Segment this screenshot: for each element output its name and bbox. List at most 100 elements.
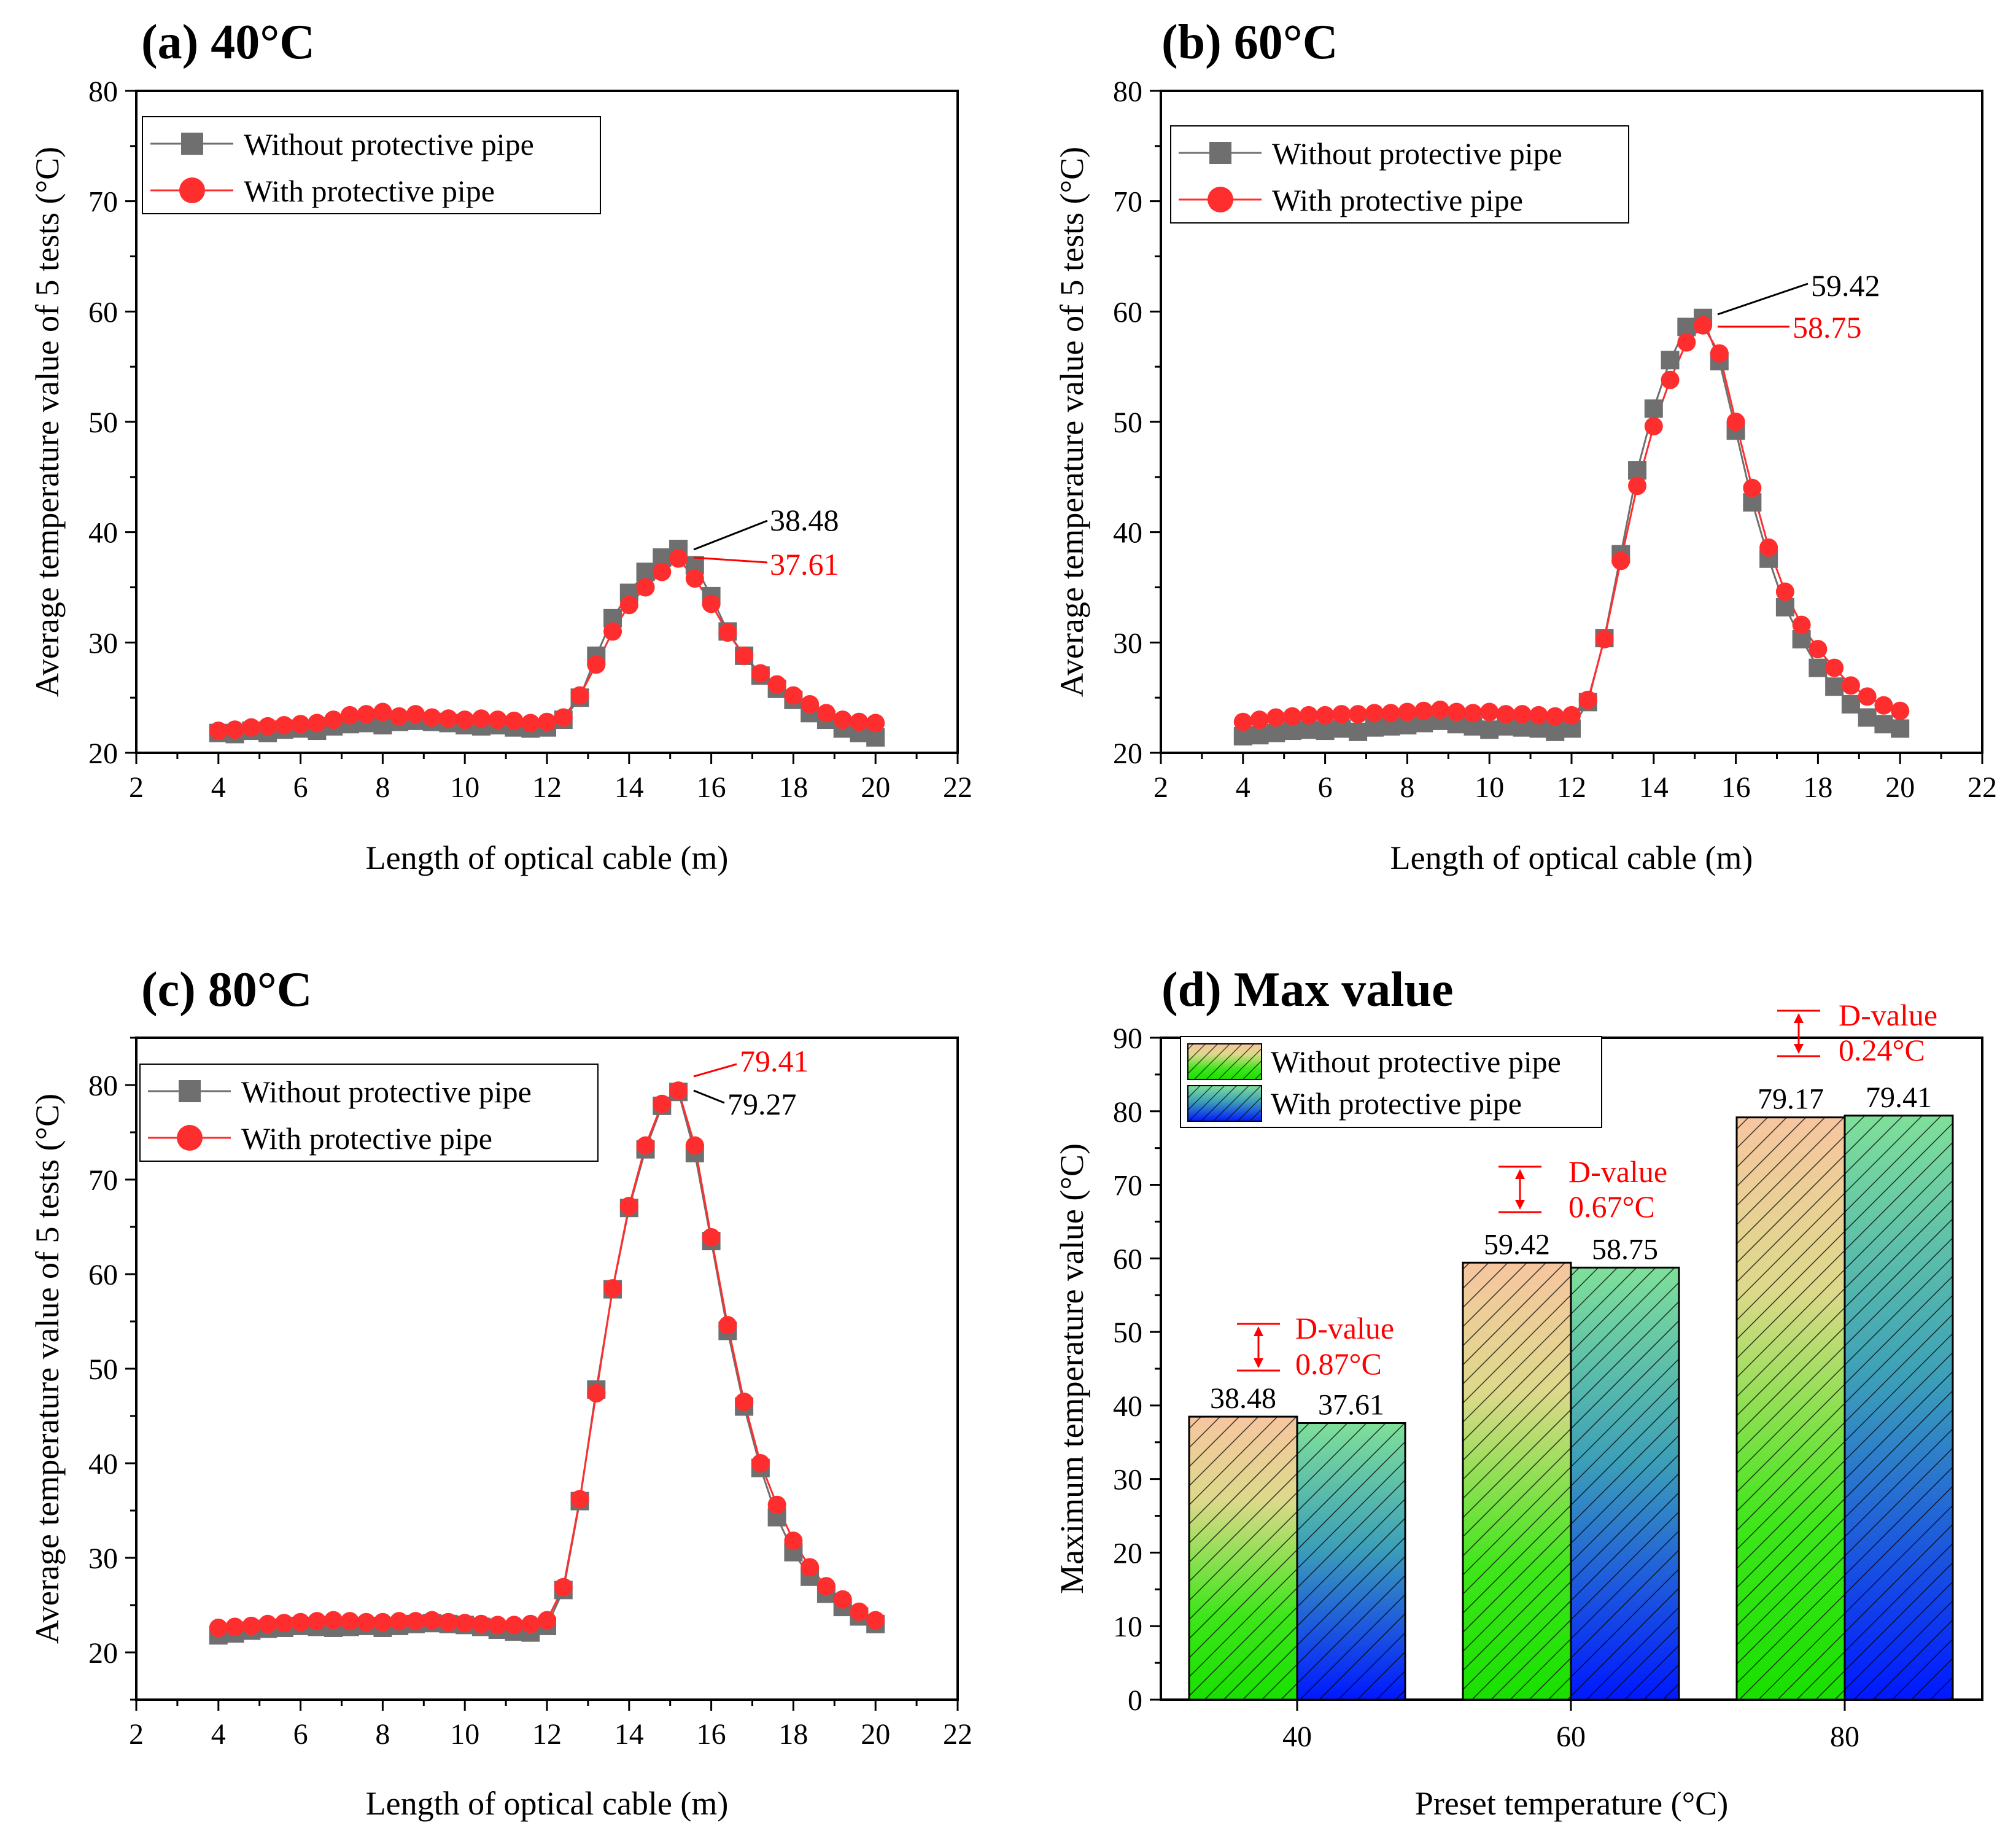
panel-b-legend: Without protective pipe With protective …	[1170, 125, 1629, 224]
dvalue-80-value: 0.24°C	[1839, 1033, 1925, 1067]
panel-d-x-tick-label: 80	[1830, 1721, 1859, 1753]
panel-a-x-tick-label: 8	[375, 771, 390, 804]
panel-c-y-tick-label: 70	[88, 1164, 118, 1197]
panel-a-y-tick-label: 80	[88, 76, 118, 108]
panel-d-legend: Without protective pipe With protective …	[1180, 1036, 1602, 1128]
panel-c-point-with	[373, 1612, 392, 1632]
panel-c-point-with	[784, 1531, 803, 1550]
panel-b-point-with	[1546, 707, 1565, 726]
dvalue-60-arrow-down-icon	[1515, 1200, 1525, 1210]
panel-b-point-with	[1759, 538, 1778, 557]
panel-b-y-tick-label: 30	[1113, 627, 1142, 659]
panel-d-y-tick-label: 0	[1128, 1684, 1142, 1717]
panel-b-point-with	[1430, 700, 1449, 719]
panel-c-x-tick-label: 16	[697, 1718, 726, 1751]
panel-b-point-with	[1858, 687, 1877, 706]
panel-b-point-without	[1775, 597, 1794, 617]
panel-a-point-with	[340, 706, 359, 725]
panel-d-y-axis-label: Maximum temperature value (°C)	[1053, 1143, 1090, 1594]
panel-c-point-with	[735, 1392, 754, 1411]
panel-a-point-with	[291, 715, 310, 734]
panel-d-dvalue-annotations: D-value 0.87°C D-value 0.67°C D-value 0.…	[1237, 998, 1937, 1381]
panel-c-annotations: 79.41 79.27	[693, 1044, 809, 1121]
panel-c-point-with	[702, 1227, 721, 1247]
panel-c-point-with	[390, 1612, 409, 1631]
panel-b-point-with	[1891, 701, 1910, 720]
panel-d-legend-label-without: Without protective pipe	[1271, 1044, 1561, 1079]
panel-d-bar-hatch	[1571, 1267, 1679, 1700]
panel-c-x-tick-label: 6	[293, 1718, 308, 1751]
panel-a-point-with	[471, 709, 490, 728]
panel-b-x-axis-label: Length of optical cable (m)	[1390, 839, 1753, 876]
panel-a-point-with	[505, 711, 524, 730]
panel-a-point-with	[406, 705, 425, 724]
dvalue-40-arrow-down-icon	[1254, 1358, 1263, 1368]
panel-a-x-tick-label: 18	[778, 771, 808, 804]
panel-b-point-with	[1365, 704, 1384, 723]
panel-b-point-with	[1809, 640, 1828, 659]
dvalue-annotation-40: D-value 0.87°C	[1237, 1311, 1394, 1381]
panel-c-point-with	[308, 1612, 327, 1631]
panel-c-legend-label-without: Without protective pipe	[241, 1075, 532, 1109]
panel-b-point-with	[1529, 706, 1548, 725]
panel-b-x-tick-label: 4	[1236, 771, 1250, 804]
panel-b-y-tick-label: 70	[1113, 186, 1142, 219]
panel-b-point-without	[1480, 720, 1499, 739]
panel-d-x-axis-label: Preset temperature (°C)	[1415, 1785, 1728, 1822]
panel-c-x-tick-label: 18	[778, 1718, 808, 1751]
panel-b-y-tick-label: 50	[1113, 406, 1142, 439]
dvalue-80-arrow-down-icon	[1794, 1044, 1804, 1054]
panel-b-point-with	[1694, 316, 1713, 335]
panel-a-y-tick-label: 20	[88, 737, 118, 770]
panel-b-x-tick-label: 16	[1721, 771, 1751, 804]
panel-c-point-with	[801, 1558, 820, 1577]
dvalue-60-label: D-value	[1568, 1154, 1667, 1189]
panel-c-point-with	[340, 1612, 359, 1631]
panel-b-point-with	[1874, 696, 1893, 715]
panel-a-point-with	[801, 694, 820, 714]
dvalue-40-value: 0.87°C	[1295, 1347, 1382, 1381]
panel-b-x-tick-label: 18	[1803, 771, 1832, 804]
panel-a-point-with	[554, 708, 573, 727]
panel-a-x-tick-label: 10	[450, 771, 479, 804]
panel-b-series-lines	[1243, 316, 1901, 737]
panel-c-point-with	[456, 1614, 475, 1633]
panel-b-point-with	[1710, 344, 1729, 363]
panel-a-point-with	[702, 594, 721, 613]
panel-b-point-without	[1628, 461, 1647, 480]
panel-d-bar-value-label: 59.42	[1484, 1228, 1550, 1261]
panel-b-point-with	[1562, 706, 1581, 725]
panel-d-bar-value-label: 58.75	[1592, 1233, 1658, 1266]
panel-c-annotation-without: 79.27	[727, 1087, 797, 1121]
panel-b-point-with	[1726, 413, 1745, 431]
panel-d-y-tick-label: 70	[1113, 1170, 1142, 1202]
panel-b-y-axis-label: Average temperature value of 5 tests (°C…	[1053, 147, 1090, 697]
panel-c-point-with	[274, 1614, 293, 1633]
panel-a-legend-box	[142, 116, 601, 214]
panel-a-y-tick-label: 60	[88, 296, 118, 329]
panel-d-bar-value-label: 79.41	[1866, 1081, 1932, 1114]
panel-c-point-with	[751, 1454, 770, 1472]
panel-b-point-without	[1266, 723, 1285, 742]
panel-c-legend-marker-without	[179, 1080, 201, 1102]
panel-d-y-tick-label: 60	[1113, 1243, 1142, 1275]
panel-b-point-without	[1858, 708, 1877, 727]
panel-c-80c: (c) 80°C 2 4 6 8 10 12 14 16 18 20 22 20 30 40 50 60 70 8…	[29, 963, 972, 1822]
panel-b-point-with	[1250, 710, 1269, 729]
panel-b-point-with	[1316, 706, 1335, 725]
panel-b-point-with	[1578, 690, 1597, 709]
panel-c-annotation-with: 79.41	[740, 1044, 809, 1078]
panel-a-markers	[209, 539, 885, 747]
panel-a-x-tick-label: 20	[861, 771, 890, 804]
panel-b-y-tick-label: 60	[1113, 296, 1142, 329]
panel-d-y-tick-label: 10	[1113, 1611, 1142, 1643]
panel-c-markers	[209, 1081, 885, 1645]
panel-a-point-with	[816, 704, 835, 723]
panel-c-x-tick-label: 2	[129, 1718, 144, 1751]
panel-a-annotation-leader-without	[693, 519, 768, 551]
panel-a-y-tick-label: 50	[88, 406, 118, 439]
panel-a-point-with	[685, 569, 704, 588]
panel-b-60c: (b) 60°C 2 4 6 8 10 12 14 16 18 20 22 20 30 40 50 60 70 8…	[1053, 15, 1997, 876]
panel-c-y-tick-label: 30	[88, 1542, 118, 1575]
panel-a-y-tick-label: 40	[88, 517, 118, 550]
